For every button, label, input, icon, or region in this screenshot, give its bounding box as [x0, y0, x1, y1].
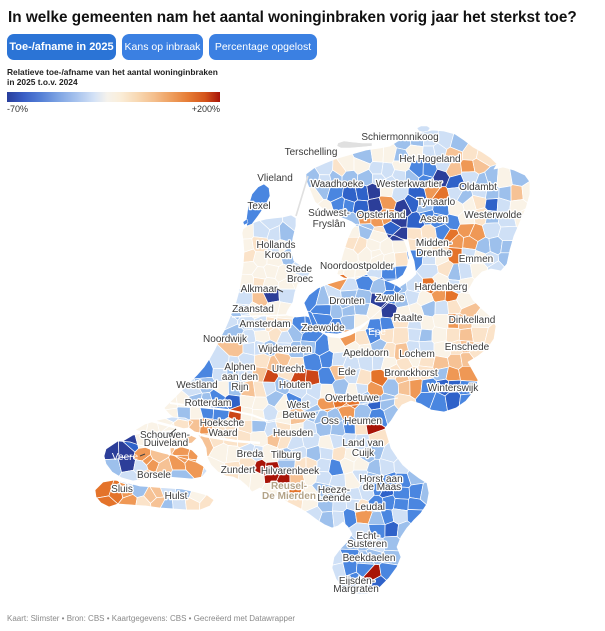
- svg-text:Noordoostpolder: Noordoostpolder: [320, 261, 395, 272]
- svg-text:Reusel-: Reusel-: [271, 481, 307, 492]
- svg-text:Breda: Breda: [237, 449, 264, 460]
- svg-text:Heusden: Heusden: [273, 428, 313, 439]
- svg-text:Westerkwartier: Westerkwartier: [376, 179, 443, 190]
- svg-text:Hollands: Hollands: [257, 240, 296, 251]
- svg-text:Kroon: Kroon: [265, 250, 292, 261]
- svg-text:Sluis: Sluis: [111, 484, 133, 495]
- svg-text:Hilvarenbeek: Hilvarenbeek: [261, 466, 320, 477]
- svg-text:Hoeksche: Hoeksche: [200, 418, 245, 429]
- svg-text:Horst aan: Horst aan: [359, 474, 402, 485]
- svg-text:Vlieland: Vlieland: [257, 173, 293, 184]
- svg-text:Heeze-: Heeze-: [318, 485, 350, 496]
- svg-text:Winterswijk: Winterswijk: [428, 383, 480, 394]
- svg-text:Zaanstad: Zaanstad: [232, 304, 274, 315]
- svg-text:Houten: Houten: [279, 380, 311, 391]
- svg-text:Zwolle: Zwolle: [376, 293, 405, 304]
- svg-text:Wijdemeren: Wijdemeren: [258, 344, 311, 355]
- svg-text:Zundert: Zundert: [221, 465, 256, 476]
- svg-text:Opsterland: Opsterland: [357, 210, 406, 221]
- svg-text:Borsele: Borsele: [137, 470, 171, 481]
- svg-text:Waard: Waard: [208, 428, 237, 439]
- svg-text:Drenthe: Drenthe: [416, 248, 452, 259]
- svg-text:Hulst: Hulst: [165, 491, 188, 502]
- svg-text:Hardenberg: Hardenberg: [415, 282, 468, 293]
- svg-text:Epe: Epe: [368, 327, 386, 338]
- svg-text:Alkmaar: Alkmaar: [241, 284, 278, 295]
- svg-text:Dronten: Dronten: [329, 296, 365, 307]
- svg-text:Westerwolde: Westerwolde: [464, 210, 522, 221]
- svg-text:Stede: Stede: [286, 264, 313, 275]
- svg-text:Dinkelland: Dinkelland: [449, 315, 496, 326]
- svg-text:Raalte: Raalte: [394, 313, 423, 324]
- svg-text:West: West: [287, 400, 310, 411]
- svg-text:Echt-: Echt-: [356, 531, 379, 542]
- svg-text:Overbetuwe: Overbetuwe: [325, 393, 379, 404]
- svg-text:Oldambt: Oldambt: [459, 182, 497, 193]
- svg-text:Tilburg: Tilburg: [271, 450, 301, 461]
- svg-text:Leudal: Leudal: [355, 502, 385, 513]
- svg-text:Beekdaelen: Beekdaelen: [343, 553, 396, 564]
- svg-text:Amsterdam: Amsterdam: [239, 319, 290, 330]
- svg-text:Land van: Land van: [342, 438, 383, 449]
- svg-text:Betuwe: Betuwe: [282, 410, 316, 421]
- svg-text:Schiermonnikoog: Schiermonnikoog: [361, 132, 438, 143]
- svg-text:Assen: Assen: [420, 214, 448, 225]
- svg-text:Noordwijk: Noordwijk: [203, 334, 248, 345]
- svg-text:Midden-: Midden-: [416, 238, 452, 249]
- svg-text:Leende: Leende: [317, 493, 351, 504]
- svg-text:Rotterdam: Rotterdam: [185, 398, 232, 409]
- svg-text:Broec: Broec: [287, 274, 313, 285]
- svg-text:Ede: Ede: [338, 367, 356, 378]
- svg-text:Fryslân: Fryslân: [313, 219, 346, 230]
- svg-text:Enschede: Enschede: [445, 342, 490, 353]
- svg-text:De Mierden: De Mierden: [262, 491, 316, 502]
- svg-text:Eijsden-: Eijsden-: [339, 576, 375, 587]
- svg-text:de Maas: de Maas: [363, 482, 401, 493]
- svg-text:Duiveland: Duiveland: [144, 438, 188, 449]
- svg-text:Emmen: Emmen: [459, 254, 493, 265]
- svg-text:Alphen: Alphen: [224, 362, 255, 373]
- svg-text:aan den: aan den: [222, 372, 258, 383]
- svg-text:Lochem: Lochem: [399, 349, 435, 360]
- svg-text:Apeldoorn: Apeldoorn: [343, 348, 389, 359]
- svg-text:Texel: Texel: [247, 201, 270, 212]
- svg-text:Rijn: Rijn: [231, 382, 248, 393]
- svg-text:Het Hogeland: Het Hogeland: [399, 154, 460, 165]
- svg-text:Veere: Veere: [112, 452, 139, 463]
- svg-text:Zeewolde: Zeewolde: [301, 323, 345, 334]
- svg-text:Bronckhorst: Bronckhorst: [384, 368, 438, 379]
- svg-text:Tynaarlo: Tynaarlo: [417, 197, 456, 208]
- svg-text:Schouwen-: Schouwen-: [140, 430, 190, 441]
- svg-text:Utrecht: Utrecht: [272, 364, 304, 375]
- svg-text:Terschelling: Terschelling: [285, 147, 338, 158]
- svg-text:Margraten: Margraten: [333, 584, 379, 595]
- svg-text:Oss: Oss: [321, 416, 339, 427]
- svg-text:Heumen: Heumen: [344, 416, 382, 427]
- svg-text:Westland: Westland: [176, 380, 218, 391]
- svg-text:Súdwest-: Súdwest-: [308, 208, 350, 219]
- svg-text:Cuijk: Cuijk: [352, 448, 375, 459]
- svg-text:Susteren: Susteren: [347, 539, 387, 550]
- svg-text:Waadhoeke: Waadhoeke: [311, 179, 364, 190]
